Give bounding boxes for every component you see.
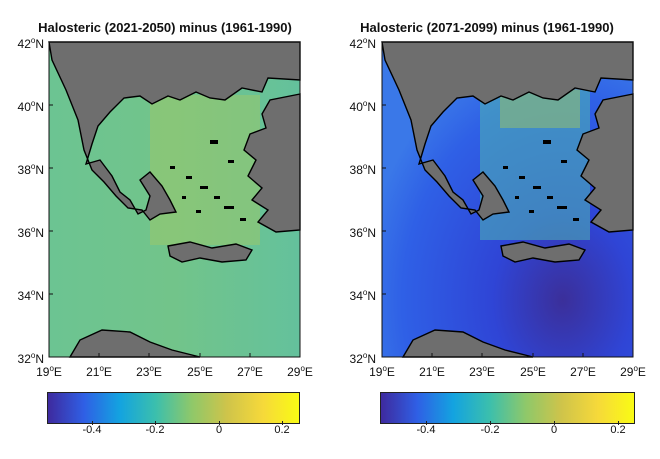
x-tick-label: 27oE (570, 364, 596, 379)
plot-frame (381, 41, 634, 358)
x-tick-label: 19oE (36, 364, 62, 379)
colorbar-label: 0.2 (610, 424, 626, 436)
crete-land (167, 241, 254, 263)
colorbar-tick (618, 421, 619, 425)
map-plot (381, 41, 634, 358)
y-tick-label: 40oN (17, 99, 44, 114)
axis-ticks (48, 41, 301, 358)
y-tick-label: 36oN (349, 225, 376, 240)
colorbar-tick (554, 421, 555, 425)
africa-land (68, 329, 201, 358)
colorbar (47, 392, 300, 424)
colorbar-tick (282, 421, 283, 425)
x-tick-label: 21oE (86, 364, 112, 379)
map-plot (48, 41, 301, 358)
x-tick-label: 21oE (419, 364, 445, 379)
panel-title: Halosteric (2071-2099) minus (1961-1990) (360, 20, 614, 35)
islands (170, 140, 246, 221)
panel-title: Halosteric (2021-2050) minus (1961-1990) (38, 20, 292, 35)
x-tick-label: 27oE (237, 364, 263, 379)
x-tick-label: 29oE (620, 364, 646, 379)
x-tick-label: 19oE (369, 364, 395, 379)
axis-ticks (381, 41, 634, 358)
colorbar-label: -0.2 (480, 424, 500, 436)
islands (503, 140, 579, 221)
crete-land (500, 241, 587, 263)
y-tick-label: 40oN (349, 99, 376, 114)
y-tick-label: 42oN (349, 36, 376, 51)
greece-land (381, 41, 634, 221)
y-tick-label: 32oN (17, 351, 44, 366)
map-panel-left: Halosteric (2021-2050) minus (1961-1990) (17, 20, 313, 436)
colorbar-label: -0.2 (145, 424, 165, 436)
y-tick-label: 38oN (349, 162, 376, 177)
greece-land (48, 41, 301, 221)
y-tick-label: 32oN (349, 351, 376, 366)
africa-land (401, 329, 534, 358)
colorbar-tick (219, 421, 220, 425)
x-tick-label: 29oE (287, 364, 313, 379)
y-tick-label: 34oN (17, 288, 44, 303)
colorbar-tick (92, 421, 93, 425)
y-tick-label: 34oN (349, 288, 376, 303)
x-tick-label: 23oE (136, 364, 162, 379)
colorbar-label: 0.2 (274, 424, 290, 436)
aegean-teal-patch (480, 90, 590, 240)
colorbar-tick (155, 421, 156, 425)
plot-frame (48, 41, 301, 358)
turkey-land (576, 93, 634, 233)
x-tick-label: 23oE (469, 364, 495, 379)
y-tick-label: 36oN (17, 225, 44, 240)
x-tick-label: 25oE (187, 364, 213, 379)
map-panel-right: Halosteric (2071-2099) minus (1961-1990) (330, 0, 660, 459)
colorbar-tick (490, 421, 491, 425)
colorbar-label: -0.4 (416, 424, 436, 436)
x-tick-label: 25oE (520, 364, 546, 379)
colorbar-label: 0 (550, 424, 558, 436)
y-tick-label: 38oN (17, 162, 44, 177)
colorbar-label: 0 (215, 424, 223, 436)
y-tick-label: 42oN (17, 36, 44, 51)
colorbar-tick (426, 421, 427, 425)
colorbar (380, 392, 635, 424)
colorbar-label: -0.4 (82, 424, 102, 436)
turkey-land (243, 93, 301, 233)
aegean-warm-patch (150, 95, 260, 245)
